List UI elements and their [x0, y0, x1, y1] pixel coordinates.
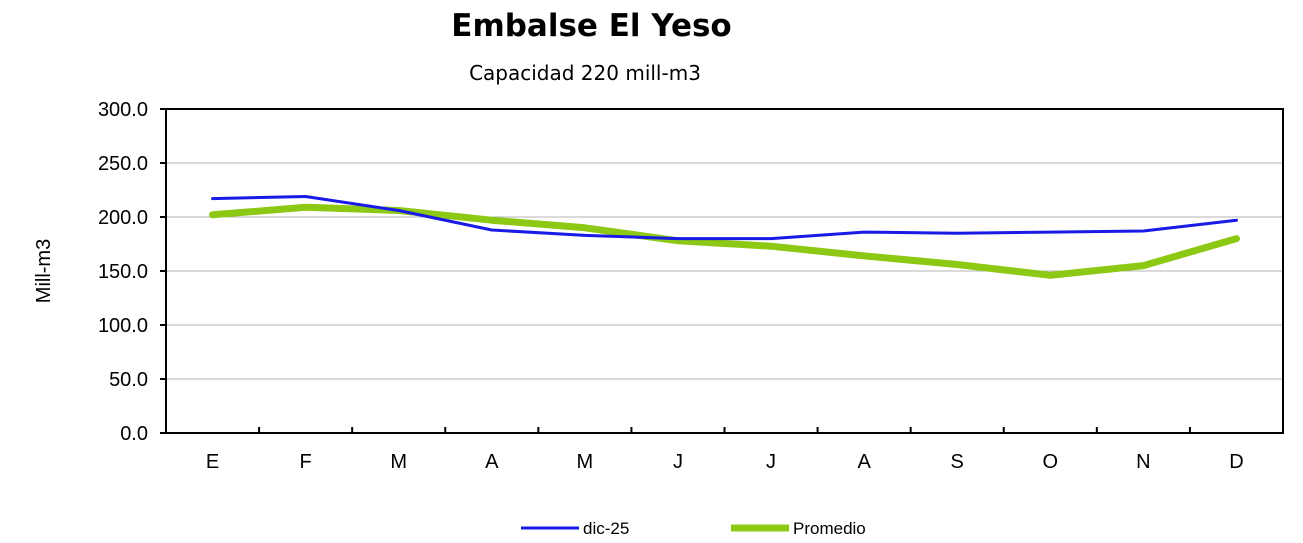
chart-title: Embalse El Yeso	[451, 8, 732, 44]
x-tick-label: F	[300, 451, 312, 473]
y-axis-ticks: 0.0 50.0 100.0 150.0 200.0 250.0 300.0	[98, 99, 166, 445]
x-tick-label: E	[206, 451, 219, 473]
x-tick-label: M	[577, 451, 594, 473]
x-tick-label: S	[951, 451, 964, 473]
x-tick-label: J	[766, 451, 776, 473]
x-tick-label: A	[857, 451, 871, 473]
y-tick-label: 0.0	[120, 423, 148, 445]
y-tick-label: 100.0	[98, 315, 148, 337]
x-tick-label: O	[1043, 451, 1059, 473]
y-tick-label: 200.0	[98, 207, 148, 229]
legend: dic-25 Promedio	[521, 519, 866, 538]
y-tick-label: 150.0	[98, 261, 148, 283]
x-tick-label: J	[673, 451, 683, 473]
series-line-promedio	[209, 203, 1240, 279]
y-tick-label: 50.0	[109, 369, 148, 391]
series-line-dic-25	[211, 195, 1238, 241]
x-tick-label: M	[390, 451, 407, 473]
x-tick-label: N	[1136, 451, 1150, 473]
y-axis-label: Mill-m3	[33, 239, 55, 303]
x-tick-label: D	[1229, 451, 1243, 473]
legend-label-dic-25: dic-25	[583, 519, 629, 538]
x-tick-label: A	[485, 451, 499, 473]
series-lines	[209, 195, 1240, 279]
chart-subtitle: Capacidad 220 mill-m3	[469, 61, 701, 85]
legend-label-promedio: Promedio	[793, 519, 866, 538]
y-tick-label: 300.0	[98, 99, 148, 121]
y-tick-label: 250.0	[98, 153, 148, 175]
